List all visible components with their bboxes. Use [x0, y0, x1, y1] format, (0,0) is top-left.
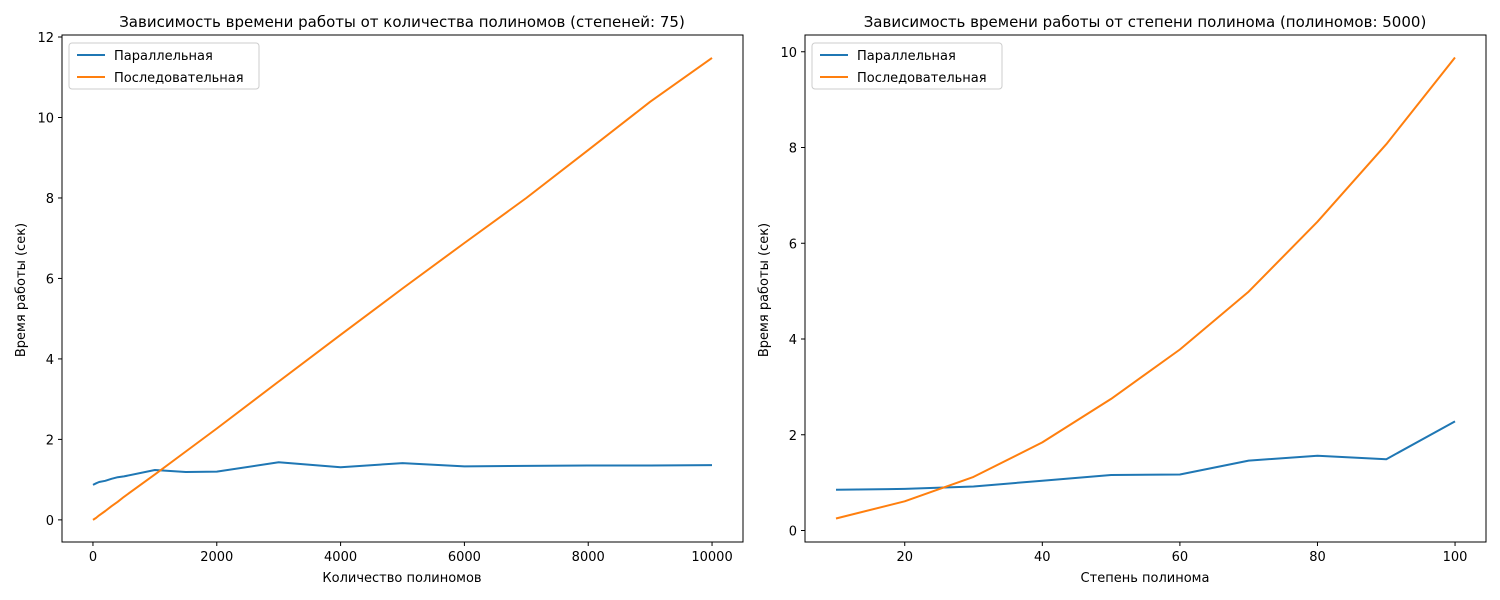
series-line-parallel [92, 461, 713, 486]
legend: Параллельная Последовательная [68, 42, 260, 90]
x-tick-label: 20 [896, 550, 913, 565]
y-tick-label: 0 [46, 514, 54, 529]
series-lines [835, 56, 1456, 520]
x-ticks: 0 2000 4000 6000 8000 10000 [89, 542, 733, 565]
y-tick-label: 4 [46, 353, 54, 368]
y-ticks: 0 2 4 6 8 10 12 [37, 31, 62, 529]
y-tick-label: 0 [789, 525, 797, 540]
x-tick-label: 100 [1443, 550, 1468, 565]
x-tick-label: 60 [1172, 550, 1189, 565]
y-tick-label: 4 [789, 333, 797, 348]
legend-box [811, 42, 1003, 90]
series-line-sequential [835, 56, 1456, 520]
legend-label-parallel: Параллельная [857, 49, 956, 64]
y-axis-label: Время работы (сек) [757, 223, 772, 357]
y-tick-label: 8 [789, 142, 797, 157]
y-tick-label: 2 [46, 433, 54, 448]
y-tick-label: 6 [789, 237, 797, 252]
legend: Параллельная Последовательная [811, 42, 1003, 90]
x-tick-label: 8000 [572, 550, 605, 565]
x-tick-label: 80 [1309, 550, 1326, 565]
y-tick-label: 10 [37, 111, 54, 126]
plot-area-frame [804, 34, 1487, 543]
x-tick-label: 40 [1034, 550, 1051, 565]
chart-polynomial-count: Зависимость времени работы от количества… [14, 13, 744, 586]
legend-box [68, 42, 260, 90]
y-tick-label: 2 [789, 429, 797, 444]
series-lines [92, 57, 713, 521]
y-tick-label: 10 [780, 46, 797, 61]
y-tick-label: 12 [37, 31, 54, 46]
legend-label-parallel: Параллельная [114, 49, 213, 64]
legend-label-sequential: Последовательная [857, 71, 987, 86]
x-tick-label: 4000 [324, 550, 357, 565]
plot-area-frame [61, 34, 744, 543]
x-axis-label: Степень полинома [1081, 571, 1210, 586]
chart-polynomial-degree: Зависимость времени работы от степени по… [757, 13, 1487, 586]
y-tick-label: 8 [46, 192, 54, 207]
x-tick-label: 0 [89, 550, 97, 565]
x-tick-label: 6000 [448, 550, 481, 565]
x-tick-label: 10000 [691, 550, 732, 565]
x-ticks: 20 40 60 80 100 [896, 542, 1467, 565]
x-tick-label: 2000 [200, 550, 233, 565]
y-tick-label: 6 [46, 272, 54, 287]
legend-label-sequential: Последовательная [114, 71, 244, 86]
series-line-parallel [835, 420, 1456, 491]
y-ticks: 0 2 4 6 8 10 [780, 46, 805, 540]
y-axis-label: Время работы (сек) [14, 223, 29, 357]
chart-title: Зависимость времени работы от степени по… [864, 13, 1427, 31]
chart-title: Зависимость времени работы от количества… [119, 13, 685, 31]
x-axis-label: Количество полиномов [322, 571, 481, 586]
series-line-sequential [92, 57, 713, 521]
